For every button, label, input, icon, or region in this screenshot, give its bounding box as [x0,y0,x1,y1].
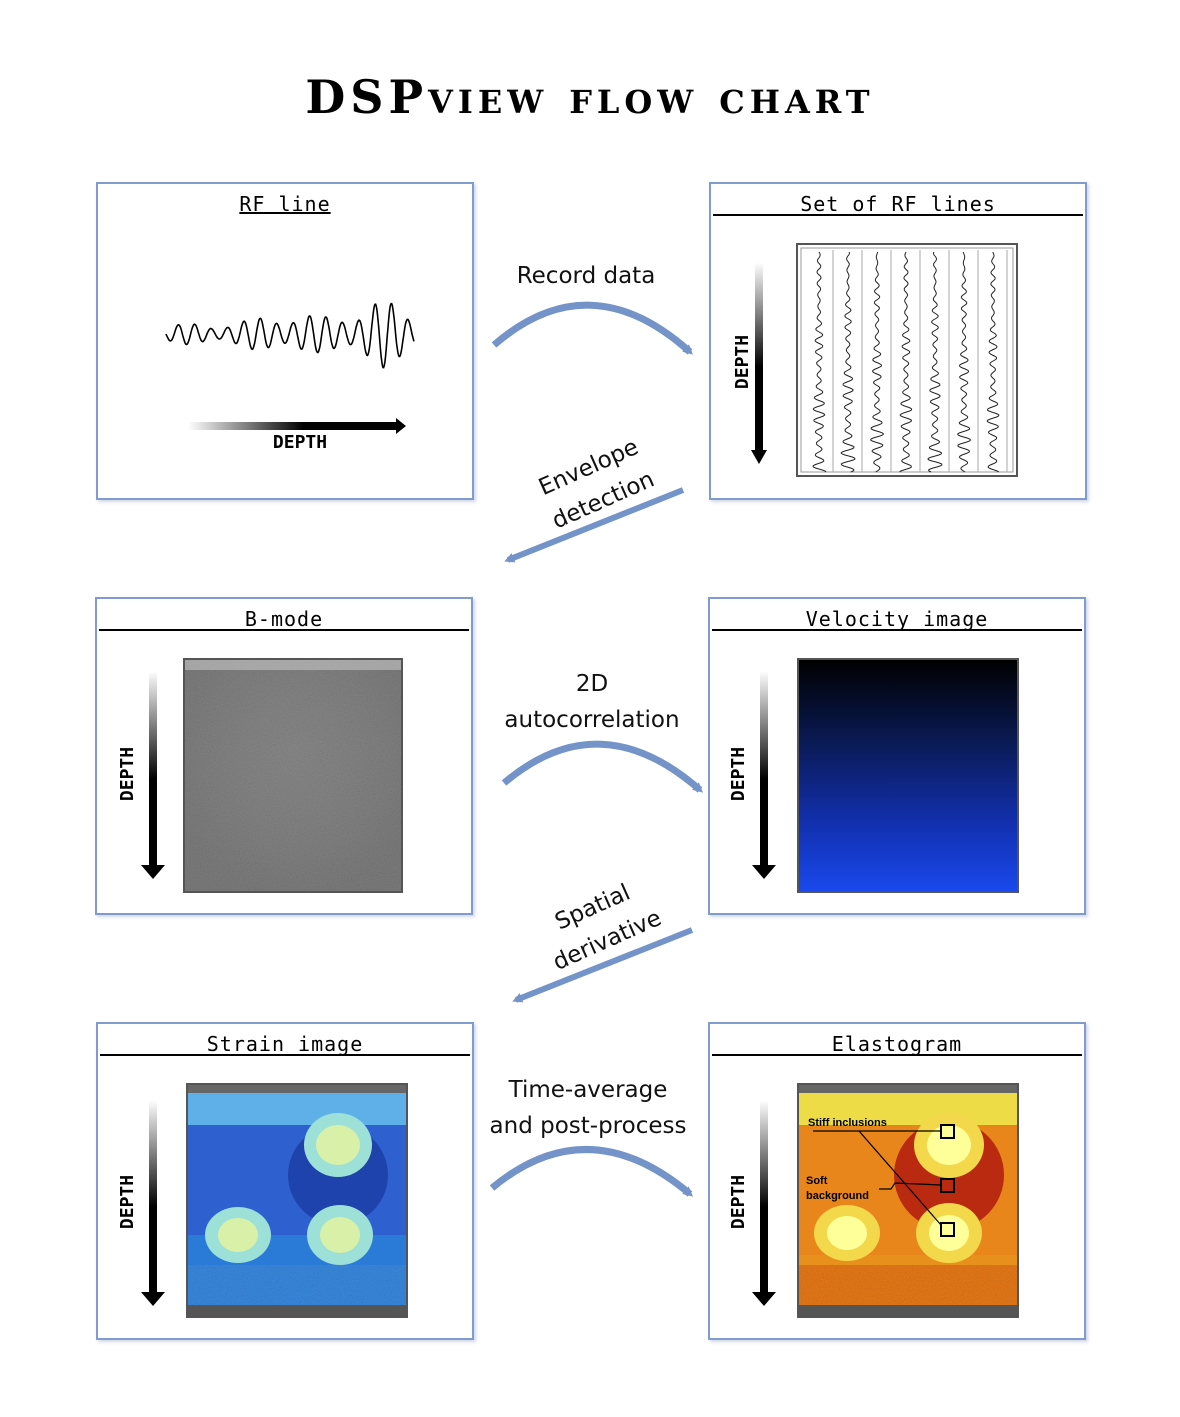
soft-background-label-2: background [806,1190,869,1202]
depth-indicator: DEPTH [728,671,776,879]
depth-arrow-shaft [149,1100,157,1294]
step-autocorr-line-2: autocorrelation [504,707,680,733]
depth-label: DEPTH [273,432,327,453]
step-autocorr-line-1: 2D [575,671,609,697]
depth-arrow-head [396,418,406,434]
roi-box [940,1178,955,1193]
depth-arrow-head [751,450,767,464]
step-time-average: Time-average and post-process [478,1072,698,1144]
depth-arrow-shaft [760,1100,768,1294]
panel-elastogram: Elastogram DEPTH Stiff inclusions [708,1022,1086,1340]
depth-label: DEPTH [728,747,749,801]
step-spatial-derivative: Spatial derivative [485,846,715,1001]
elastogram-image: Stiff inclusions Soft background [797,1083,1019,1318]
step-record-data: Record data [516,263,656,289]
rf-line-trace [957,251,972,473]
depth-indicator: DEPTH [117,1100,165,1306]
step-timeavg-line-1: Time-average [508,1077,668,1103]
strain-image [186,1083,408,1318]
rf-waveform: DEPTH [165,302,415,453]
panel-set-of-rf-lines: Set of RF lines DEPTH [709,182,1087,500]
stiff-inclusions-label: Stiff inclusions [808,1117,887,1129]
depth-arrow-head [141,1292,165,1306]
roi-box [940,1222,955,1237]
panel-title: Velocity image [805,607,989,631]
rf-line-trace [870,251,885,473]
depth-arrow-head [141,865,165,879]
depth-arrow-shaft [755,262,763,452]
depth-arrow-shaft [149,671,157,867]
depth-label: DEPTH [117,1175,138,1229]
depth-arrow-head [752,865,776,879]
velocity-image [797,658,1019,893]
page-title: DSPview flow chart [305,70,875,124]
depth-label: DEPTH [732,335,753,389]
rf-line-trace [899,251,913,473]
panel-bmode: B-mode DEPTH [95,597,473,915]
panel-rf-line: RF line DEPTH [96,182,474,500]
title-rule [100,1054,470,1056]
step-envelope-detection: Envelope detection [481,406,711,561]
rf-line-trace [812,251,827,473]
rf-lines [812,250,1008,473]
soft-background-label-1: Soft [806,1175,828,1187]
title-rule [713,214,1083,216]
depth-arrow-shaft [188,422,398,430]
arrow-record-data [491,301,693,355]
depth-label: DEPTH [728,1175,749,1229]
panel-title: RF line [239,192,331,216]
step-timeavg-line-2: and post-process [489,1113,687,1139]
depth-indicator: DEPTH [728,1100,776,1306]
depth-arrow-shaft [760,671,768,867]
bmode-image [183,658,403,893]
panel-title: Set of RF lines [800,192,996,216]
panel-title: Elastogram [831,1032,963,1056]
depth-label: DEPTH [117,747,138,801]
panel-velocity-image: Velocity image DEPTH [708,597,1086,915]
arrow-autocorrelation [501,740,704,793]
title-rule [712,1054,1082,1056]
panel-title: Strain image [206,1032,364,1056]
panel-strain-image: Strain image DEPTH [96,1022,474,1340]
depth-arrow-head [752,1292,776,1306]
step-2d-autocorrelation: 2D autocorrelation [482,666,702,738]
arrow-time-average [489,1146,694,1197]
title-rule [712,629,1082,631]
title-rule [99,629,469,631]
panel-title: B-mode [244,607,324,631]
depth-indicator: DEPTH [117,671,165,879]
rf-line-trace [927,251,943,473]
rf-line-trace [840,251,856,473]
rf-line-trace [986,251,1000,473]
rf-lines-graphic: DEPTH [732,243,1018,477]
